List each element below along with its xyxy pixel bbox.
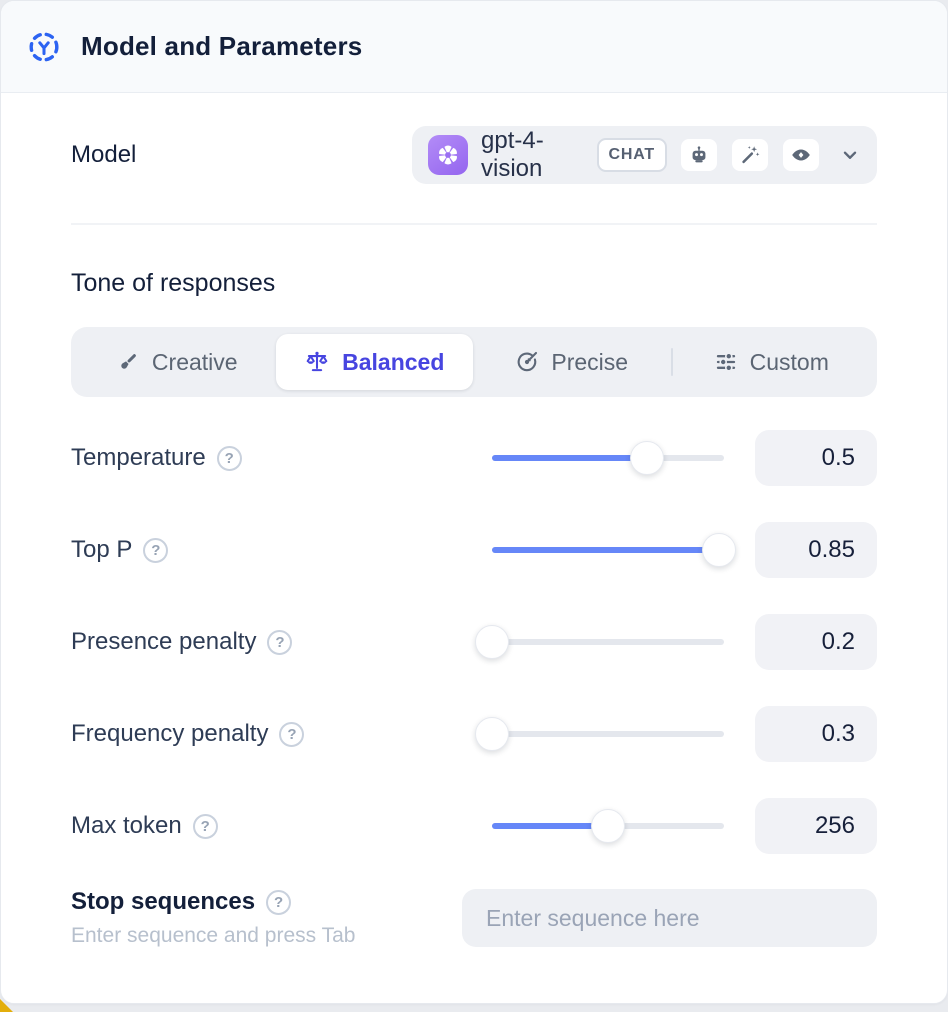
scale-icon <box>304 349 330 375</box>
tone-option-custom[interactable]: Custom <box>673 334 871 390</box>
openai-logo-icon <box>428 135 468 175</box>
panel-header: Model and Parameters <box>1 1 947 93</box>
param-label: Frequency penalty ? <box>71 720 461 748</box>
tone-heading: Tone of responses <box>71 269 276 297</box>
presence-penalty-value[interactable]: 0.2 <box>755 614 877 670</box>
param-label-text: Top P <box>71 536 133 563</box>
frequency-penalty-value[interactable]: 0.3 <box>755 706 877 762</box>
stop-sequences-hint: Enter sequence and press Tab <box>71 924 356 947</box>
assistant-robot-icon <box>680 138 718 172</box>
vision-eye-icon <box>782 138 820 172</box>
param-label-text: Frequency penalty <box>71 720 269 747</box>
slider-track <box>492 731 724 737</box>
selected-model-name: gpt-4-vision <box>481 127 544 182</box>
help-icon[interactable]: ? <box>266 889 292 915</box>
param-label: Temperature ? <box>71 444 461 472</box>
magic-wand-icon <box>731 138 769 172</box>
segment-divider <box>670 348 673 376</box>
slider-fill <box>492 823 608 829</box>
paintbrush-icon <box>116 350 140 374</box>
slider-fill <box>492 455 648 461</box>
panel-title: Model and Parameters <box>81 31 363 61</box>
sliders-icon <box>714 350 738 374</box>
model-parameters-icon <box>25 28 63 66</box>
top-p-value[interactable]: 0.85 <box>755 522 877 578</box>
param-row-top-p: Top P ? 0.85 <box>71 522 877 578</box>
param-label-text: Temperature <box>71 444 206 471</box>
target-icon <box>515 350 539 374</box>
param-row-max-token: Max token ? 256 <box>71 798 877 854</box>
slider-thumb[interactable] <box>630 441 665 475</box>
presence-penalty-slider[interactable] <box>475 625 724 659</box>
help-icon[interactable]: ? <box>216 445 242 471</box>
help-icon[interactable]: ? <box>279 721 305 747</box>
stop-sequence-input[interactable] <box>462 889 877 947</box>
tone-option-precise[interactable]: Precise <box>473 334 671 390</box>
model-row: Model gpt-4-vi <box>71 126 877 184</box>
param-row-frequency-penalty: Frequency penalty ? 0.3 <box>71 706 877 762</box>
chevron-down-icon <box>839 144 861 166</box>
top-p-slider[interactable] <box>492 533 737 567</box>
slider-fill <box>492 547 720 553</box>
tone-option-label: Custom <box>749 348 829 375</box>
param-row-presence-penalty: Presence penalty ? 0.2 <box>71 614 877 670</box>
frequency-penalty-slider[interactable] <box>475 717 724 751</box>
temperature-slider[interactable] <box>492 441 724 475</box>
model-label: Model <box>71 141 137 168</box>
panel-body: Model gpt-4-vi <box>1 126 947 948</box>
help-icon[interactable]: ? <box>267 629 293 655</box>
section-divider <box>71 223 877 225</box>
tone-segmented-control: Creative <box>71 327 877 397</box>
param-label-text: Max token <box>71 812 182 839</box>
model-select-dropdown[interactable]: gpt-4-vision CHAT <box>412 126 877 184</box>
param-label-text: Presence penalty <box>71 628 257 655</box>
stop-sequences-label: Stop sequences ? <box>71 888 462 916</box>
tone-option-label: Balanced <box>342 348 445 375</box>
stop-sequences-labels: Stop sequences ? Enter sequence and pres… <box>71 888 462 948</box>
temperature-value[interactable]: 0.5 <box>755 430 877 486</box>
slider-thumb[interactable] <box>591 809 625 843</box>
param-row-temperature: Temperature ? 0.5 <box>71 430 877 486</box>
tone-option-balanced[interactable]: Balanced <box>275 334 473 390</box>
slider-thumb[interactable] <box>702 533 737 567</box>
tone-option-label: Precise <box>551 348 629 375</box>
param-label: Presence penalty ? <box>71 628 461 656</box>
help-icon[interactable]: ? <box>143 537 169 563</box>
max-token-value[interactable]: 256 <box>755 798 877 854</box>
tone-option-label: Creative <box>151 348 238 375</box>
slider-track <box>492 639 724 645</box>
model-type-badge: CHAT <box>596 138 667 172</box>
help-icon[interactable]: ? <box>192 813 218 839</box>
max-token-slider[interactable] <box>492 809 724 843</box>
param-label: Top P ? <box>71 536 461 564</box>
param-label: Max token ? <box>71 812 461 840</box>
slider-thumb[interactable] <box>475 717 509 751</box>
stop-sequences-row: Stop sequences ? Enter sequence and pres… <box>71 888 877 948</box>
stop-sequences-label-text: Stop sequences <box>71 888 256 915</box>
slider-thumb[interactable] <box>475 625 509 659</box>
tone-option-creative[interactable]: Creative <box>78 334 276 390</box>
